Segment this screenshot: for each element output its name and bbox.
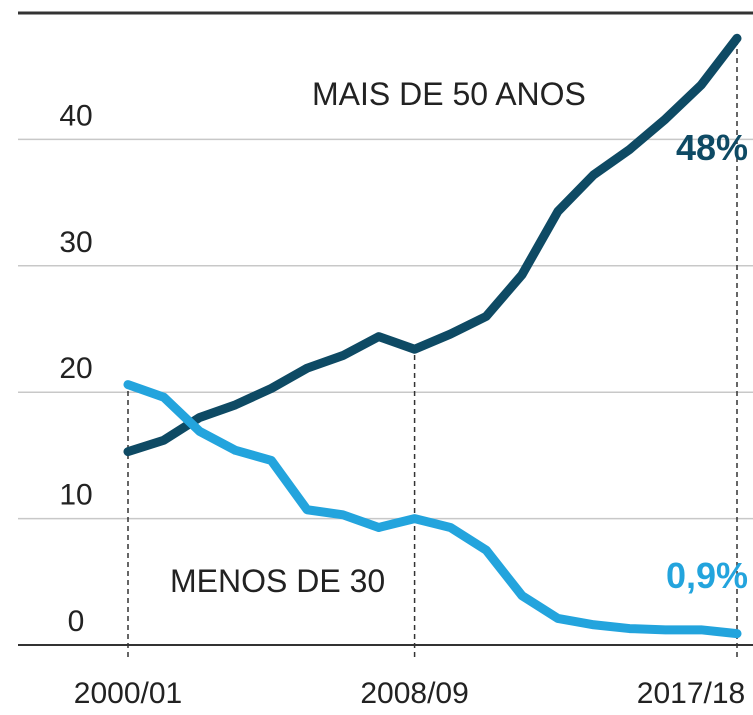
value-label: 0,9% (666, 555, 748, 596)
x-tick-label: 2017/18 (637, 677, 745, 710)
series-label: MENOS DE 30 (170, 563, 385, 599)
series-line (123, 33, 742, 457)
x-tick-label: 2000/01 (74, 677, 182, 710)
series-label: MAIS DE 50 ANOS (312, 76, 586, 112)
y-tick-label: 10 (59, 479, 92, 512)
value-label: 48% (676, 127, 748, 168)
y-tick-label: 40 (59, 99, 92, 132)
y-tick-label: 20 (59, 352, 92, 385)
y-tick-label: 0 (68, 605, 85, 638)
series-line (123, 380, 742, 639)
x-tick-label: 2008/09 (360, 677, 468, 710)
y-tick-label: 30 (59, 226, 92, 259)
